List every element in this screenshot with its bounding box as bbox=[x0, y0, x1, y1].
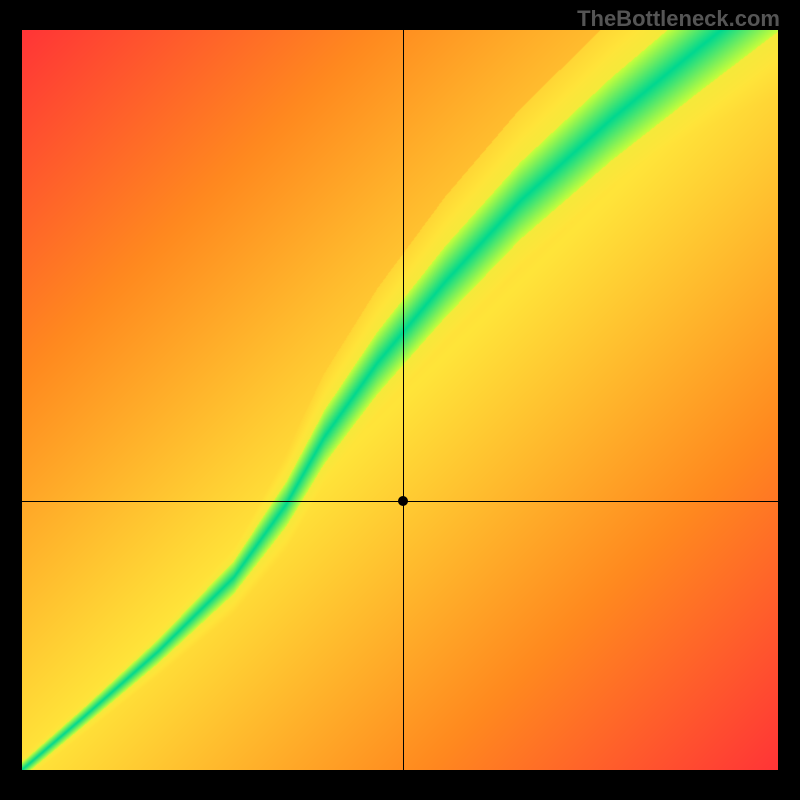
heatmap-canvas bbox=[22, 30, 778, 770]
watermark-text: TheBottleneck.com bbox=[577, 6, 780, 32]
crosshair-marker-dot bbox=[398, 496, 408, 506]
heatmap-plot bbox=[22, 30, 778, 770]
crosshair-vertical bbox=[403, 30, 404, 770]
